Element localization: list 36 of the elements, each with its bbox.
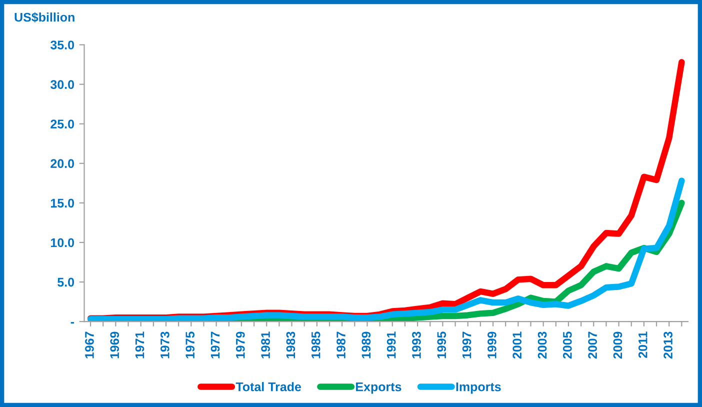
y-tick-label: 30.0: [50, 80, 74, 89]
x-tick-label: 2011: [638, 332, 648, 358]
x-tick-label: 1985: [311, 332, 320, 358]
x-tick-label: 1983: [286, 332, 296, 358]
x-tick-label: 1993: [412, 332, 421, 358]
y-tick-label: 5.0: [58, 278, 74, 287]
x-tick-label: 1967: [85, 332, 94, 358]
x-tick-label: 1979: [236, 332, 245, 358]
x-tick-label: 1995: [437, 332, 446, 358]
x-tick-label: 2013: [664, 332, 672, 359]
x-tick-label: 1997: [462, 332, 472, 358]
y-tick-label: -: [70, 322, 74, 324]
x-tick-label: 2009: [613, 332, 622, 359]
y-tick-label: 10.0: [50, 238, 74, 248]
x-tick-label: 1973: [160, 332, 170, 358]
x-tick-label: 1991: [386, 332, 396, 358]
x-tick-label: 2007: [588, 332, 597, 359]
x-tick-label: 2003: [538, 332, 547, 359]
x-tick-label: 1971: [135, 332, 144, 358]
x-tick-label: 1999: [488, 332, 496, 358]
legend-label: Exports: [356, 382, 402, 394]
y-tick-label: 25.0: [50, 120, 74, 128]
y-tick-label: 20.0: [50, 159, 74, 168]
x-tick-label: 2001: [512, 332, 522, 359]
x-tick-label: 1989: [362, 332, 371, 358]
x-tick-label: 1969: [110, 332, 120, 358]
y-tick-label: 15.0: [50, 198, 74, 208]
y-tick-label: 35.0: [50, 40, 74, 50]
legend-label: Total Trade: [236, 382, 302, 392]
y-axis-title: US$billion: [14, 12, 74, 22]
x-tick-label: 1975: [186, 332, 195, 358]
x-tick-label: 1977: [210, 332, 220, 358]
legend-label: Imports: [456, 382, 501, 394]
x-tick-label: 2005: [562, 332, 572, 359]
x-tick-label: 1987: [336, 332, 346, 358]
x-tick-label: 1981: [261, 332, 270, 358]
